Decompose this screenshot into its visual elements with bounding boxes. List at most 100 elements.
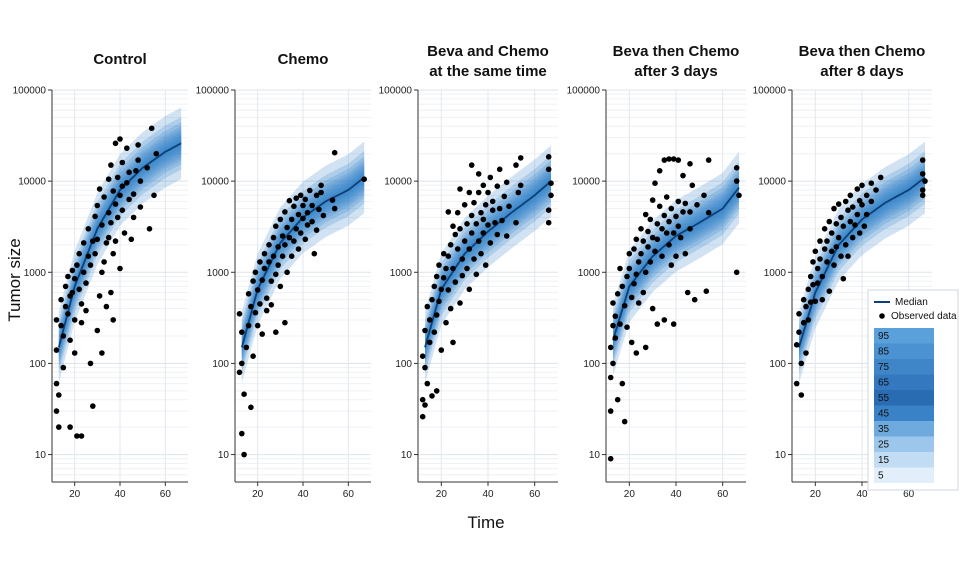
observed-point [812, 298, 819, 305]
observed-point [424, 380, 431, 387]
observed-point [74, 262, 80, 268]
observed-point [652, 180, 658, 186]
observed-point [112, 201, 119, 207]
observed-point [831, 262, 837, 268]
observed-point [482, 202, 489, 208]
band-35 [613, 179, 739, 349]
observed-point [67, 337, 73, 344]
observed-point [56, 424, 62, 430]
legend-band-label: 55 [878, 393, 890, 404]
x-axis-label: Time [467, 513, 504, 532]
observed-point [733, 165, 740, 171]
panel-title: Beva then Chemo [613, 43, 740, 60]
observed-point [545, 166, 552, 173]
observed-point [110, 188, 116, 194]
observed-point [112, 140, 119, 147]
observed-point [468, 212, 475, 219]
observed-point [433, 388, 440, 394]
observed-point [445, 287, 452, 293]
observed-point [828, 248, 835, 255]
observed-point [436, 298, 442, 305]
observed-point [318, 189, 324, 196]
observed-point [293, 226, 300, 232]
observed-point [877, 174, 884, 181]
observed-point [736, 192, 742, 199]
observed-point [673, 213, 679, 220]
observed-point [438, 286, 445, 293]
observed-point [457, 300, 463, 306]
band-95 [613, 151, 739, 376]
observed-point [666, 242, 672, 248]
observed-point [863, 211, 870, 218]
observed-point [270, 234, 277, 241]
observed-point [87, 262, 94, 268]
panel-title: Chemo [278, 51, 329, 68]
observed-point [656, 203, 663, 210]
observed-point [71, 275, 78, 282]
observed-point [282, 319, 288, 326]
observed-point [517, 182, 524, 189]
observed-point [436, 262, 442, 268]
median-line [424, 180, 552, 348]
observed-point [130, 214, 137, 221]
panel-title: Beva and Chemo [427, 43, 549, 60]
legend-band-label: 95 [878, 331, 890, 342]
observed-point [85, 226, 92, 232]
band-35 [58, 135, 182, 356]
band-85 [58, 117, 182, 374]
observed-point [422, 402, 428, 408]
observed-point [137, 204, 144, 210]
observed-point [631, 280, 637, 287]
observed-point [668, 262, 675, 268]
observed-point [419, 413, 426, 420]
observed-point [62, 303, 69, 310]
x-tick-label: 60 [160, 489, 172, 500]
band-95 [799, 141, 925, 384]
observed-point [793, 380, 800, 387]
observed-point [329, 197, 336, 203]
legend-band-swatch [874, 452, 934, 468]
observed-point [633, 236, 640, 243]
x-tick-label: 40 [670, 489, 682, 500]
observed-point [67, 424, 73, 430]
observed-point [475, 171, 482, 177]
y-tick-label: 100000 [753, 86, 787, 97]
observed-point [863, 192, 870, 199]
observed-point [236, 311, 243, 317]
y-tick-label: 1000 [24, 268, 47, 279]
observed-point [279, 233, 286, 239]
observed-point [859, 202, 865, 208]
observed-point [610, 360, 616, 367]
legend-band-swatch [874, 421, 934, 437]
observed-point [614, 291, 621, 297]
observed-point [626, 265, 633, 272]
observed-point [847, 218, 854, 225]
observed-point [103, 240, 110, 246]
observed-point [105, 176, 112, 182]
observed-point [845, 253, 851, 259]
observed-point [684, 289, 691, 296]
observed-point [824, 259, 830, 265]
observed-point [810, 259, 816, 265]
observed-point [443, 319, 449, 326]
y-tick-label: 10000 [18, 177, 46, 188]
observed-point [461, 238, 468, 244]
observed-point [440, 250, 447, 257]
band-45 [425, 170, 551, 359]
observed-point [286, 197, 293, 204]
observed-point [466, 246, 473, 252]
y-tick-label: 1000 [578, 268, 601, 279]
observed-point [304, 222, 311, 228]
observed-point [239, 430, 245, 437]
observed-point [447, 305, 454, 312]
observed-points [607, 156, 742, 462]
legend-band-label: 65 [878, 378, 890, 389]
observed-point [76, 250, 82, 257]
observed-point [814, 280, 821, 286]
observed-point [494, 231, 501, 238]
observed-point [496, 166, 503, 173]
observed-point [422, 327, 428, 334]
observed-point [78, 319, 85, 326]
observed-point [261, 250, 268, 257]
observed-point [295, 211, 302, 218]
